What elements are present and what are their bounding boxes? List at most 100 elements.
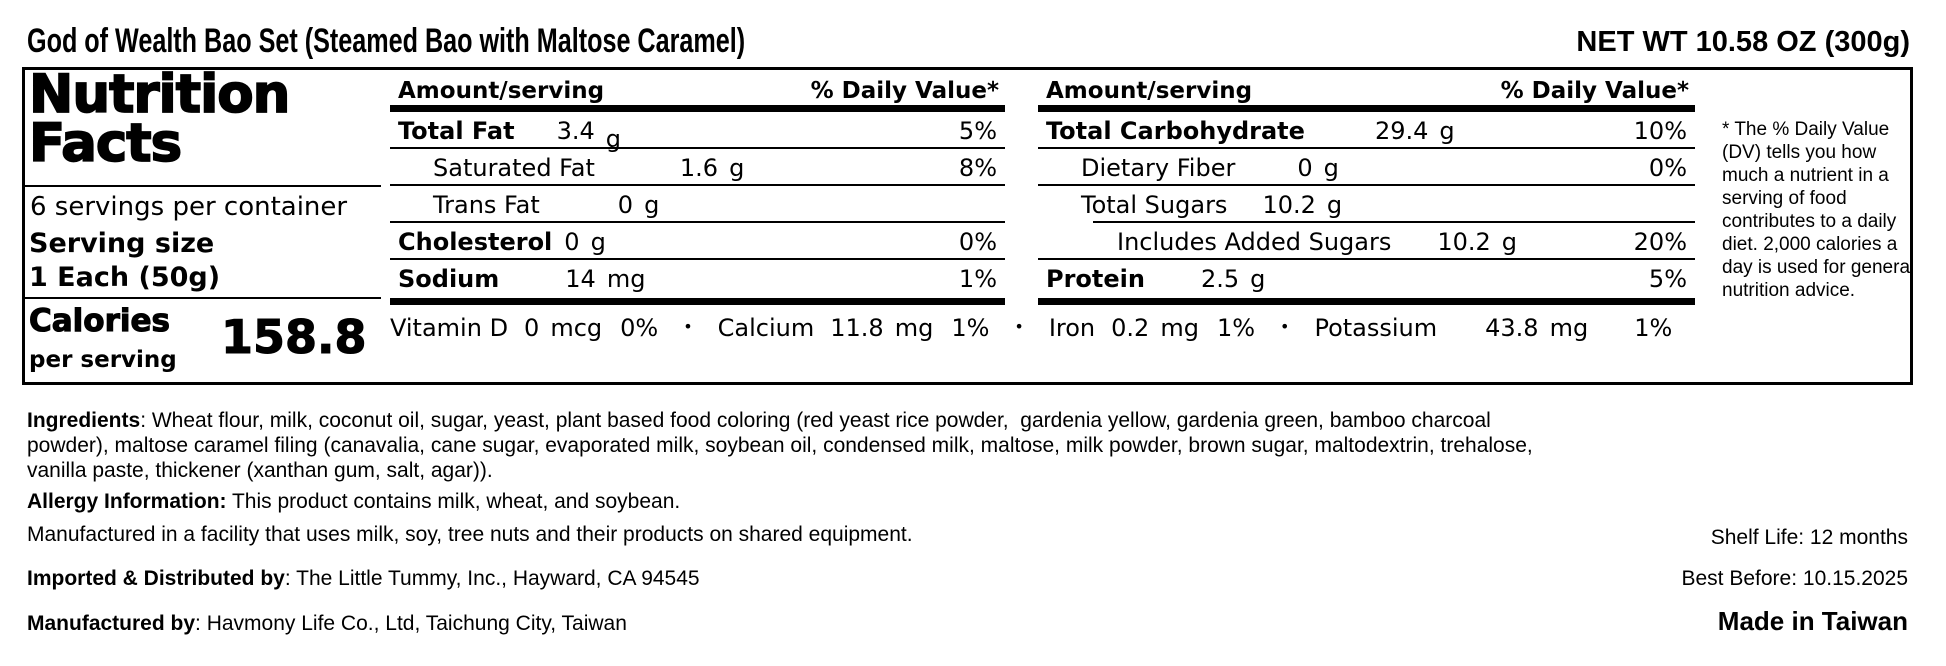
net-weight: NET WT 10.58 OZ (300g) xyxy=(1576,26,1910,58)
daily-value-footnote: * The % Daily Value (DV) tells you how m… xyxy=(1722,119,1915,301)
facility-statement: Manufactured in a facility that uses mil… xyxy=(27,523,913,546)
nutrient-unit: g xyxy=(1326,190,1343,219)
nutrient-row-cholesterol: Cholesterol 0 g 0% xyxy=(390,223,1005,260)
nutrient-value: 0 xyxy=(564,227,580,256)
nutrient-dv: 20% xyxy=(1633,227,1687,256)
nutrient-label: Saturated Fat xyxy=(433,153,595,182)
micronutrient-dv: 1% xyxy=(1216,314,1256,342)
nutrient-unit: g xyxy=(1439,116,1455,145)
bullet-separator: • xyxy=(1280,316,1290,336)
micronutrient-dv: 1% xyxy=(1634,314,1673,342)
nutrient-row-trans-fat: Trans Fat 0 g xyxy=(390,186,1005,223)
table-header: Amount/serving % Daily Value* xyxy=(390,78,1005,104)
micronutrient-dv: 1% xyxy=(951,314,990,342)
micronutrient-unit: mg xyxy=(1160,314,1199,342)
nutrient-row-protein: Protein 2.5 g 5% xyxy=(1038,260,1695,297)
imported-label: Imported & Distributed by xyxy=(27,567,285,590)
allergy-text: This product contains milk, wheat, and s… xyxy=(226,490,681,513)
nutrient-dv: 1% xyxy=(958,264,997,293)
nutrient-table-left: Amount/serving % Daily Value* Total Fat … xyxy=(390,78,1005,305)
micronutrient-iron: Iron 0.2 mg 1% xyxy=(1049,314,1255,342)
nutrient-value: 0 xyxy=(617,190,634,219)
nutrient-row-total-fat: Total Fat 3.4 g 5% xyxy=(390,112,1005,153)
micronutrient-potassium: Potassium 43.8 mg 1% xyxy=(1314,314,1672,342)
nutrient-unit: g xyxy=(605,124,621,153)
nutrient-value: 29.4 xyxy=(1374,116,1429,145)
nutrient-label: Total Fat xyxy=(398,116,515,145)
hairline-rule-indented xyxy=(1093,221,1695,223)
nutrient-label: Cholesterol xyxy=(398,227,553,256)
nutrient-unit: g xyxy=(729,153,745,182)
daily-value-header: % Daily Value* xyxy=(1500,78,1689,104)
nutrient-dv: 0% xyxy=(1648,153,1687,182)
allergy-label: Allergy Information: xyxy=(27,490,227,513)
nutrient-unit: g xyxy=(1501,227,1518,256)
nutrient-label: Trans Fat xyxy=(433,190,540,219)
ingredients-paragraph: Ingredients: Wheat flour, milk, coconut … xyxy=(27,408,1542,483)
nutrient-value: 0 xyxy=(1297,153,1313,182)
calories-per-serving-label: per serving xyxy=(29,347,177,373)
manufactured-by: Manufactured by: Havmony Life Co., Ltd, … xyxy=(27,612,627,636)
made-in-taiwan: Made in Taiwan xyxy=(1717,606,1908,636)
micronutrient-value: 0.2 xyxy=(1111,314,1150,342)
hairline-rule xyxy=(390,221,1005,223)
serving-size-value: 1 Each (50g) xyxy=(29,262,221,293)
micronutrient-unit: mg xyxy=(894,314,934,342)
nutrition-facts-title-line1: Nutrition xyxy=(28,64,291,125)
nutrient-value: 3.4 xyxy=(556,116,595,145)
ingredients-text: : Wheat flour, milk, coconut oil, sugar,… xyxy=(27,409,1539,482)
nutrient-value: 10.2 xyxy=(1437,227,1491,256)
micronutrient-value: 43.8 xyxy=(1485,314,1539,342)
micronutrient-name: Iron xyxy=(1048,314,1096,342)
micronutrient-unit: mg xyxy=(1549,314,1589,342)
imported-text: : The Little Tummy, Inc., Hayward, CA 94… xyxy=(284,567,700,590)
nutrient-label: Includes Added Sugars xyxy=(1117,227,1392,256)
nutrient-row-sodium: Sodium 14 mg 1% xyxy=(390,260,1005,297)
divider xyxy=(25,297,381,299)
micronutrient-name: Calcium xyxy=(717,314,815,342)
manufactured-label: Manufactured by xyxy=(27,612,196,635)
nutrient-unit: g xyxy=(1250,264,1266,293)
nutrient-value: 10.2 xyxy=(1262,190,1316,219)
allergy-information: Allergy Information: This product contai… xyxy=(27,490,680,514)
nutrient-label: Total Carbohydrate xyxy=(1046,116,1305,145)
hairline-rule xyxy=(1038,184,1695,186)
thick-rule xyxy=(390,105,1005,112)
amount-per-serving-header: Amount/serving xyxy=(398,78,605,104)
nutrition-facts-title-line2: Facts xyxy=(28,113,183,174)
nutrient-unit: mg xyxy=(606,264,646,293)
micronutrient-vitamin-d: Vitamin D 0 mcg 0% xyxy=(390,314,658,342)
daily-value-header: % Daily Value* xyxy=(810,78,999,104)
amount-per-serving-header: Amount/serving xyxy=(1046,78,1253,104)
nutrient-label: Total Sugars xyxy=(1081,190,1228,219)
nutrition-facts-panel: Nutrition Facts 6 servings per container… xyxy=(22,64,1914,385)
best-before-date: Best Before: 10.15.2025 xyxy=(1681,567,1909,590)
imported-distributed-by: Imported & Distributed by: The Little Tu… xyxy=(27,567,700,591)
serving-size-label: Serving size xyxy=(29,228,215,259)
nutrient-unit: g xyxy=(590,227,606,256)
nutrient-row-dietary-fiber: Dietary Fiber 0 g 0% xyxy=(1038,149,1695,186)
hairline-rule xyxy=(1038,258,1695,260)
nutrient-label: Protein xyxy=(1046,264,1145,293)
micronutrient-name: Vitamin D xyxy=(390,314,509,342)
micronutrient-dv: 0% xyxy=(620,314,659,342)
thick-rule xyxy=(1038,298,1695,305)
nutrient-dv: 8% xyxy=(958,153,997,182)
nutrient-row-includes-added-sugars: Includes Added Sugars 10.2 g 20% xyxy=(1038,223,1695,260)
hairline-rule xyxy=(390,184,1005,186)
nutrient-value: 1.6 xyxy=(679,153,719,182)
nutrient-value: 2.5 xyxy=(1200,264,1240,293)
nutrient-table-right: Amount/serving % Daily Value* Total Carb… xyxy=(1038,78,1695,305)
micronutrient-name: Potassium xyxy=(1314,314,1438,342)
thick-rule xyxy=(390,298,1005,305)
micronutrient-calcium: Calcium 11.8 mg 1% xyxy=(718,314,990,342)
nutrient-unit: g xyxy=(1323,153,1339,182)
ingredients-label: Ingredients xyxy=(27,409,141,432)
nutrient-value: 14 xyxy=(565,264,596,293)
micronutrients-row: Vitamin D 0 mcg 0% • Calcium 11.8 mg 1% … xyxy=(390,309,1695,347)
micronutrient-value: 11.8 xyxy=(830,314,884,342)
calories-label: Calories xyxy=(28,302,170,339)
manufactured-text: : Havmony Life Co., Ltd, Taichung City, … xyxy=(195,612,627,635)
nutrient-row-total-carbohydrate: Total Carbohydrate 29.4 g 10% xyxy=(1038,112,1695,149)
nutrient-label: Sodium xyxy=(398,264,500,293)
